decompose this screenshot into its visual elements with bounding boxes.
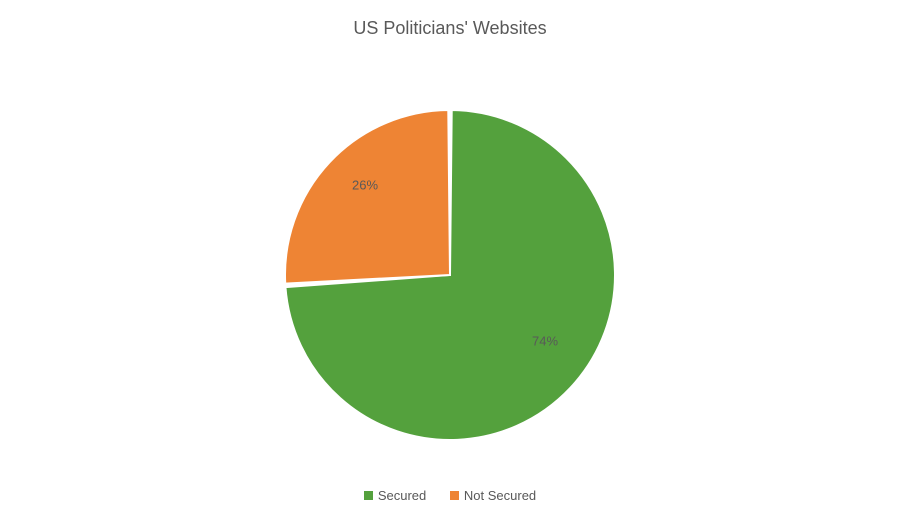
legend-item-not-secured: Not Secured xyxy=(450,488,536,503)
slice-label-secured: 74% xyxy=(532,334,558,349)
pie-plot-area: 74% 26% xyxy=(0,0,900,525)
legend-swatch-not-secured xyxy=(450,491,459,500)
pie-chart: US Politicians' Websites 74% 26% Secured… xyxy=(0,0,900,525)
legend: Secured Not Secured xyxy=(0,488,900,503)
legend-label-secured: Secured xyxy=(378,488,426,503)
legend-label-not-secured: Not Secured xyxy=(464,488,536,503)
slice-label-not-secured: 26% xyxy=(352,178,378,193)
legend-swatch-secured xyxy=(364,491,373,500)
pie-svg xyxy=(0,0,900,525)
pie-slice-not-secured xyxy=(285,110,450,284)
legend-item-secured: Secured xyxy=(364,488,426,503)
